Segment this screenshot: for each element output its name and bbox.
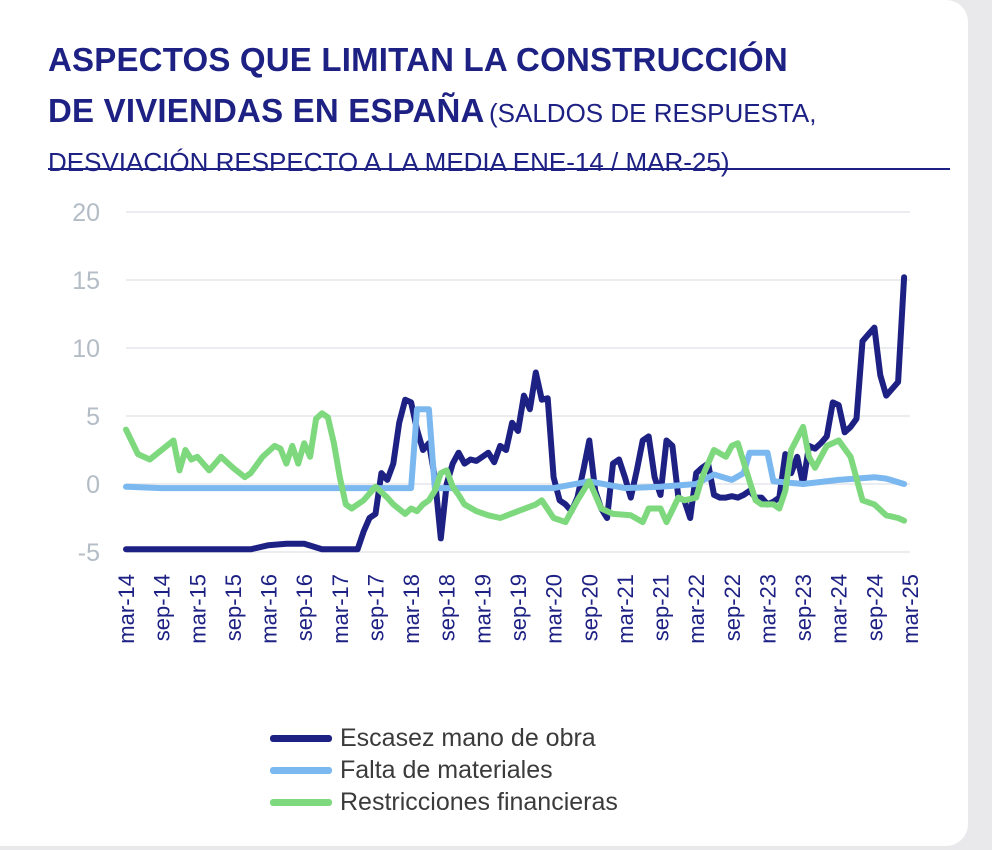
x-tick-label: sep-14: [150, 574, 175, 641]
y-tick-label: 15: [72, 267, 100, 295]
x-tick-label: mar-18: [399, 574, 424, 644]
x-tick-label: sep-21: [649, 574, 674, 641]
chart-title: ASPECTOS QUE LIMITAN LA CONSTRUCCIÓN DE …: [48, 38, 948, 189]
legend-swatch: [270, 766, 332, 774]
legend-item: Escasez mano de obra: [270, 722, 618, 754]
x-tick-label: mar-24: [827, 574, 852, 644]
y-tick-label: 20: [72, 199, 100, 227]
x-tick-label: mar-22: [684, 574, 709, 644]
legend-item: Falta de materiales: [270, 754, 618, 786]
legend-swatch: [270, 798, 332, 806]
chart-card: ASPECTOS QUE LIMITAN LA CONSTRUCCIÓN DE …: [0, 0, 968, 846]
x-tick-label: sep-24: [862, 574, 887, 641]
x-tick-label: sep-15: [221, 574, 246, 641]
y-tick-label: -5: [78, 539, 100, 567]
series-line: [123, 274, 908, 553]
x-tick-label: mar-23: [755, 574, 780, 644]
x-tick-label: mar-21: [613, 574, 638, 644]
x-tick-label: sep-22: [720, 574, 745, 641]
series-line: [123, 406, 908, 492]
legend-swatch: [270, 734, 332, 742]
x-tick-label: sep-23: [791, 574, 816, 641]
title-line-1: ASPECTOS QUE LIMITAN LA CONSTRUCCIÓN: [48, 41, 788, 78]
y-tick-label: 0: [86, 471, 100, 499]
x-tick-label: mar-14: [114, 574, 139, 644]
legend-label: Escasez mano de obra: [340, 723, 596, 752]
legend-label: Restricciones financieras: [340, 787, 618, 816]
legend-label: Falta de materiales: [340, 755, 553, 784]
series-line: [123, 410, 908, 526]
x-tick-label: mar-20: [542, 574, 567, 644]
legend: Escasez mano de obra Falta de materiales R…: [270, 722, 618, 818]
x-tick-label: sep-16: [292, 574, 317, 641]
x-tick-label: sep-19: [506, 574, 531, 641]
x-tick-label: sep-17: [363, 574, 388, 641]
x-tick-label: mar-16: [257, 574, 282, 644]
y-tick-label: 5: [86, 403, 100, 431]
subtitle-part-2: DESVIACIÓN RESPECTO A LA MEDIA ENE-14 / …: [48, 147, 730, 177]
x-tick-label: mar-19: [470, 574, 495, 644]
x-tick-label: sep-18: [435, 574, 460, 641]
x-tick-label: sep-20: [577, 574, 602, 641]
title-line-2: DE VIVIENDAS EN ESPAÑA: [48, 92, 485, 129]
title-underline: [48, 168, 950, 170]
legend-item: Restricciones financieras: [270, 786, 618, 818]
y-tick-label: 10: [72, 335, 100, 363]
x-tick-label: mar-25: [898, 574, 923, 644]
x-tick-label: mar-17: [328, 574, 353, 644]
subtitle-part-1: (SALDOS DE RESPUESTA,: [489, 98, 817, 128]
x-tick-label: mar-15: [185, 574, 210, 644]
